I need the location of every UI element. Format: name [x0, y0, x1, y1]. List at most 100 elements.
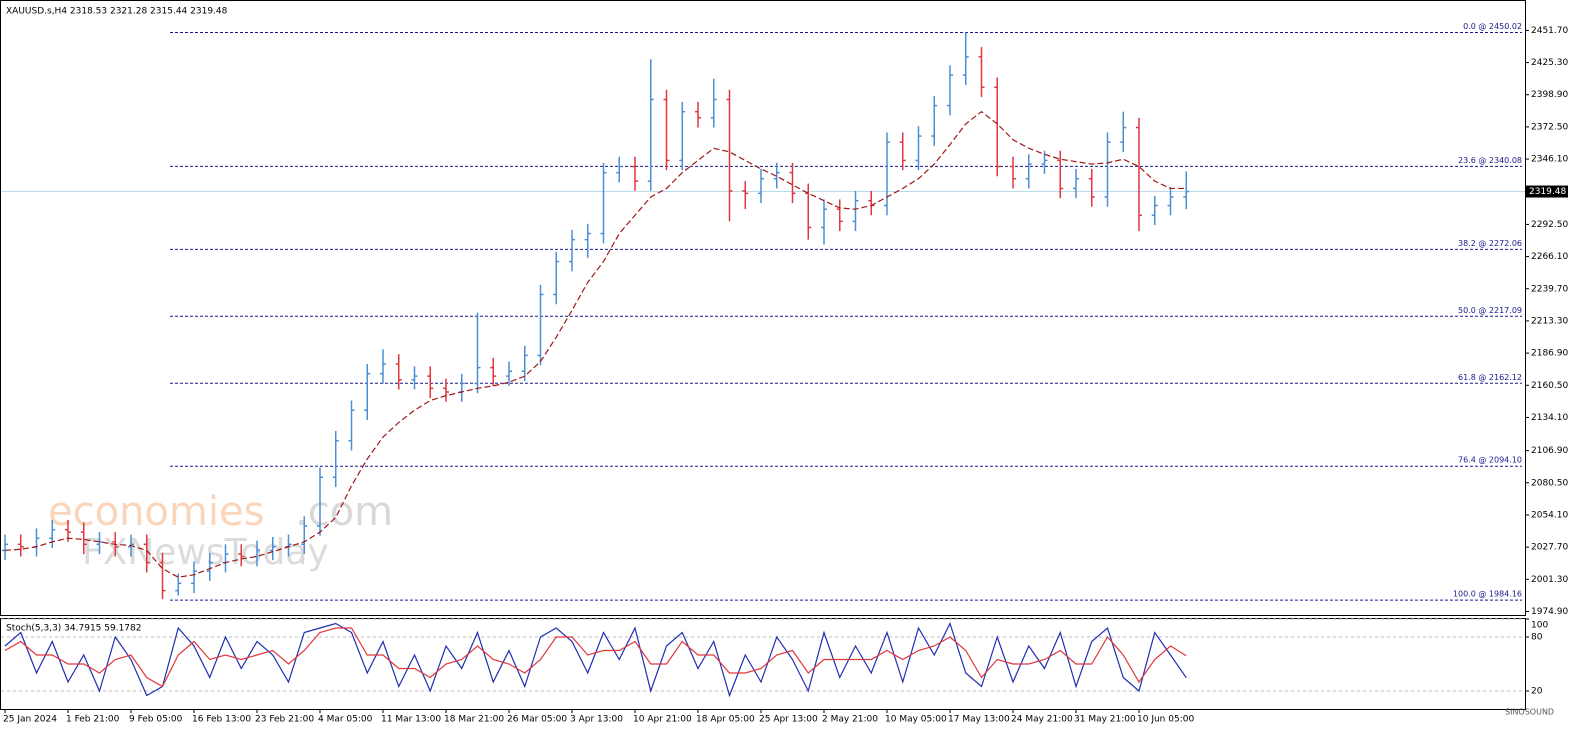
fib-label: 61.8 @ 2162.12 [1458, 373, 1522, 382]
y-tick-label: 2080.50 [1531, 478, 1568, 488]
x-tick-label: 31 May 21:00 [1074, 715, 1136, 725]
ohlc-bar [915, 126, 922, 171]
ohlc-bar [821, 199, 827, 245]
y-tick-label: 2451.70 [1531, 26, 1568, 36]
y-tick-label: 2292.50 [1531, 220, 1568, 230]
ohlc-bar [773, 162, 780, 189]
ohlc-bar [679, 101, 686, 171]
logo: SINOSOUND [1505, 708, 1554, 717]
ohlc-bar [758, 168, 764, 204]
watermark-text: .com [295, 489, 393, 535]
ohlc-bar [490, 357, 497, 386]
ohlc-bar [206, 552, 213, 581]
ohlc-bar [632, 156, 638, 191]
x-tick-label: 11 Mar 13:00 [381, 715, 441, 725]
x-tick-label: 10 May 05:00 [885, 715, 947, 725]
ohlc-bar [238, 544, 245, 567]
ohlc-bar [1151, 195, 1158, 226]
x-tick-label: 25 Jan 2024 [3, 715, 57, 725]
ohlc-bar [301, 516, 308, 555]
watermark-text: FXNewsToday [82, 532, 329, 573]
ohlc-bar [443, 378, 449, 402]
y-tick-label: 20 [1531, 687, 1543, 697]
y-tick-label: 2054.10 [1531, 510, 1568, 520]
y-tick-label: 80 [1531, 633, 1543, 643]
x-tick-label: 9 Feb 05:00 [129, 715, 183, 725]
ohlc-bar [427, 366, 434, 399]
ohlc-bar [2, 534, 8, 561]
ohlc-bar [947, 65, 953, 116]
y-tick-label: 1974.90 [1531, 607, 1568, 617]
ohlc-bar [789, 162, 796, 204]
x-tick-label: 10 Jun 05:00 [1137, 715, 1194, 725]
x-tick-label: 10 Apr 21:00 [633, 715, 692, 725]
ohlc-bar [269, 537, 276, 561]
watermark-text: economies [48, 489, 264, 535]
ohlc-bar [931, 95, 938, 146]
fib-label: 0.0 @ 2450.02 [1463, 22, 1522, 31]
x-tick-label: 18 Apr 05:00 [696, 715, 755, 725]
ohlc-bar [899, 132, 906, 171]
ohlc-bar [143, 534, 150, 573]
ohlc-bar [1120, 111, 1127, 152]
y-tick-label: 2160.50 [1531, 381, 1568, 391]
y-tick-label: 2239.70 [1531, 284, 1568, 294]
ohlc-bar [836, 199, 843, 232]
fib-label: 50.0 @ 2217.09 [1458, 306, 1522, 315]
current-price-label: 2319.48 [1529, 187, 1566, 197]
ohlc-bar [553, 251, 560, 305]
ohlc-bar [695, 101, 701, 128]
ohlc-bar [332, 430, 339, 488]
y-tick-label: 2346.10 [1531, 155, 1568, 165]
fib-label: 23.6 @ 2340.08 [1458, 156, 1522, 165]
x-tick-label: 1 Feb 21:00 [66, 715, 120, 725]
x-tick-label: 17 May 13:00 [948, 715, 1010, 725]
ohlc-bar [663, 89, 670, 171]
y-tick-label: 2027.70 [1531, 543, 1568, 553]
ohlc-bar [1057, 150, 1064, 199]
ohlc-bar [348, 400, 355, 451]
ohlc-bar [80, 522, 87, 555]
ohlc-bar [1025, 154, 1032, 189]
ohlc-bar [380, 349, 386, 384]
x-tick-label: 26 Mar 05:00 [507, 715, 567, 725]
x-tick-label: 18 Mar 21:00 [444, 715, 504, 725]
ohlc-bar [647, 59, 654, 191]
ohlc-bar [1010, 156, 1016, 189]
ohlc-bar [1167, 187, 1174, 216]
ohlc-bar [994, 77, 1001, 177]
y-tick-label: 2213.30 [1531, 316, 1568, 326]
y-tick-label: 2266.10 [1531, 252, 1568, 262]
y-tick-label: 2001.30 [1531, 575, 1568, 585]
fib-label: 38.2 @ 2272.06 [1458, 239, 1522, 248]
x-tick-label: 2 May 21:00 [822, 715, 878, 725]
ohlc-bar [506, 361, 512, 386]
y-tick-label: 100 [1531, 621, 1548, 631]
ohlc-bar [600, 162, 607, 244]
current-price-box [1526, 185, 1568, 198]
ohlc-bar [1088, 168, 1095, 207]
ohlc-bar [364, 363, 371, 421]
ohlc-bar [96, 532, 103, 555]
ohlc-bar [726, 89, 733, 222]
fib-label: 100.0 @ 1984.16 [1453, 590, 1522, 599]
ohlc-bar [49, 519, 56, 548]
ohlc-bar [537, 284, 544, 366]
ohlc-bar [962, 32, 969, 85]
x-tick-label: 23 Feb 21:00 [255, 715, 314, 725]
x-tick-label: 25 Apr 13:00 [759, 715, 818, 725]
stoch-line [4, 627, 1187, 688]
ohlc-bar [852, 190, 859, 232]
ohlc-bar [317, 467, 323, 536]
ohlc-bar [1183, 171, 1190, 210]
fib-label: 76.4 @ 2094.10 [1458, 456, 1522, 465]
ohlc-bar [616, 156, 623, 183]
main-panel [0, 0, 1526, 616]
ohlc-bar [175, 573, 182, 596]
ohlc-bar [411, 366, 418, 390]
y-tick-label: 2425.30 [1531, 58, 1568, 68]
ohlc-bar [1136, 117, 1142, 232]
x-tick-label: 16 Feb 13:00 [192, 715, 251, 725]
ohlc-bar [1104, 132, 1111, 207]
